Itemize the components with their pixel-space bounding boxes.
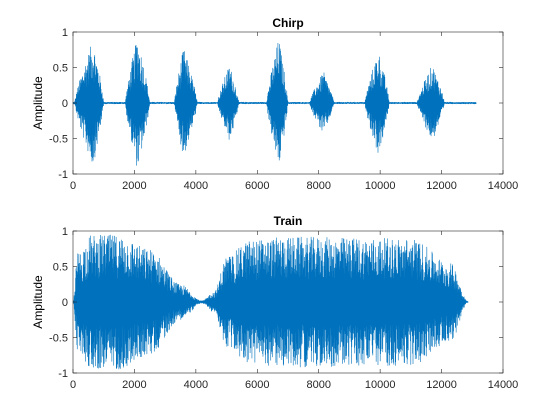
train-y-tick-label: -0.5 (49, 333, 68, 345)
chirp-title: Chirp (272, 16, 303, 30)
chirp-ylabel: Amplitude (31, 76, 45, 130)
chirp-x-tick-label: 6000 (245, 180, 269, 192)
train-x-tick-label: 2000 (122, 379, 146, 391)
chirp-x-ticks: 0 2000 4000 6000 8000 10000 12000 14000 (70, 32, 518, 192)
train-y-tick-label: -1 (58, 368, 68, 380)
chirp-signal-line (72, 42, 477, 166)
chirp-x-tick-label: 4000 (184, 180, 208, 192)
train-ylabel: Amplitude (31, 275, 45, 329)
chirp-y-ticks: -1 -0.5 0 0.5 1 (49, 27, 503, 181)
train-x-tick-label: 4000 (184, 379, 208, 391)
chirp-y-tick-label: 1 (62, 27, 68, 39)
chirp-y-tick-label: 0.5 (53, 63, 68, 75)
train-y-tick-label: 0.5 (53, 262, 68, 274)
chirp-x-tick-label: 10000 (365, 180, 396, 192)
chirp-y-tick-label: -1 (58, 169, 68, 181)
chirp-x-tick-label: 2000 (122, 180, 146, 192)
train-y-tick-label: 1 (62, 226, 68, 238)
train-x-tick-label: 10000 (365, 379, 396, 391)
chirp-signal-series (72, 42, 477, 166)
chirp-x-tick-label: 14000 (488, 180, 519, 192)
chirp-y-tick-label: 0 (62, 98, 68, 110)
train-title: Train (274, 214, 303, 228)
chirp-x-tick-label: 8000 (306, 180, 330, 192)
train-signal-line (72, 234, 469, 370)
chirp-x-tick-label: 12000 (426, 180, 457, 192)
train-x-tick-label: 14000 (488, 379, 519, 391)
train-y-tick-label: 0 (62, 297, 68, 309)
train-y-ticks: -1 -0.5 0 0.5 1 (49, 226, 503, 380)
train-x-ticks: 0 2000 4000 6000 8000 10000 12000 14000 (70, 231, 518, 391)
chirp-x-tick-label: 0 (70, 180, 76, 192)
chirp-axes: Chirp Amplitude 0 2000 4000 6000 8000 10000 12… (31, 16, 518, 192)
train-x-tick-label: 6000 (245, 379, 269, 391)
train-axes: Train Amplitude 0 2000 4000 6000 8000 10000 12… (31, 214, 518, 391)
train-x-tick-label: 12000 (426, 379, 457, 391)
chirp-y-tick-label: -0.5 (49, 134, 68, 146)
train-x-tick-label: 8000 (306, 379, 330, 391)
train-x-tick-label: 0 (70, 379, 76, 391)
train-signal-series (72, 234, 469, 370)
